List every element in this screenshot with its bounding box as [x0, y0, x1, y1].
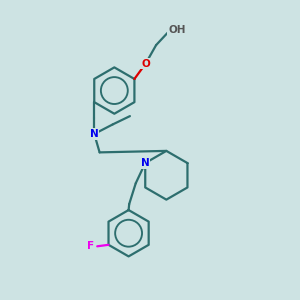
Text: O: O [141, 58, 150, 68]
Text: N: N [90, 129, 99, 139]
Text: OH: OH [168, 25, 186, 35]
Text: F: F [87, 241, 94, 251]
Text: N: N [141, 158, 150, 168]
